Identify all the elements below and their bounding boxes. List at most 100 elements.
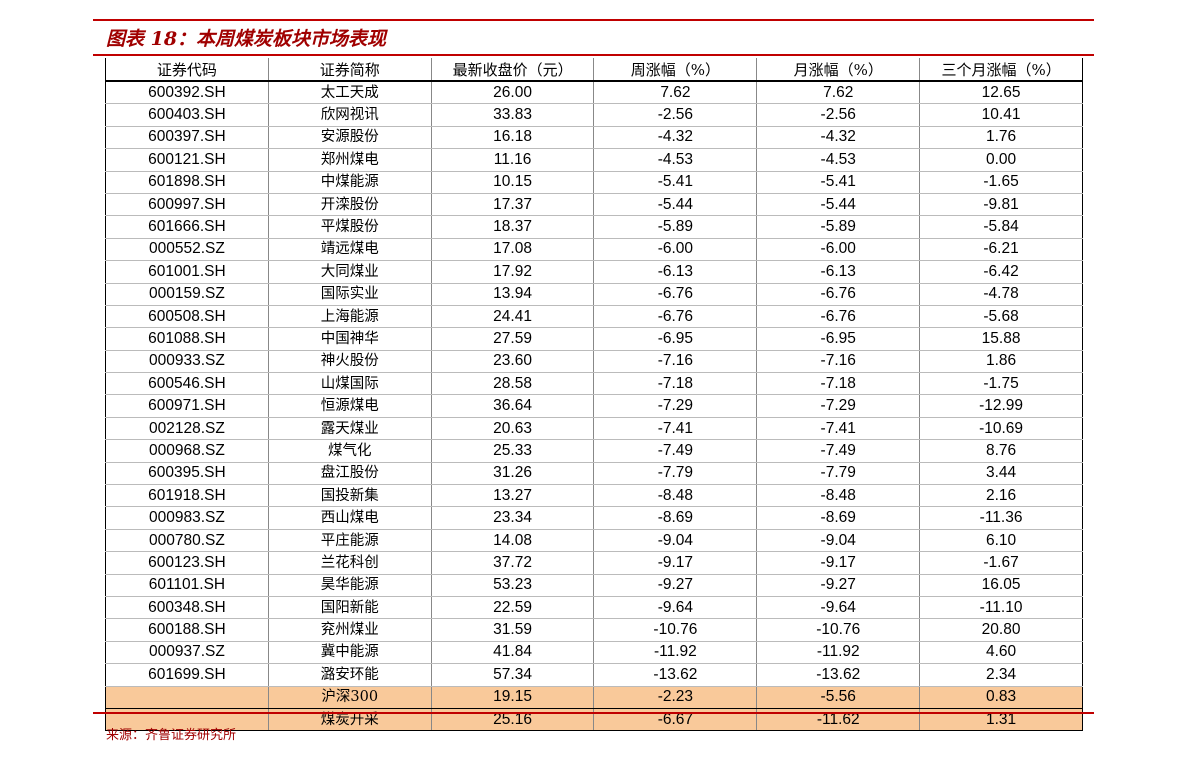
table-cell: 002128.SZ — [105, 417, 269, 441]
table-row: 000968.SZ 煤气化 25.33 -7.49 -7.49 8.76 — [105, 439, 1083, 463]
table-cell: -9.17 — [756, 551, 920, 575]
table-cell: -1.75 — [919, 372, 1083, 396]
table-cell: 1.76 — [919, 126, 1083, 150]
table-cell: -6.21 — [919, 238, 1083, 262]
table-row: 601001.SH 大同煤业 17.92 -6.13 -6.13 -6.42 — [105, 260, 1083, 284]
table-cell: -7.41 — [593, 417, 757, 441]
table-cell: 郑州煤电 — [267, 148, 432, 172]
table-cell: 600392.SH — [105, 81, 269, 105]
table-cell: 24.41 — [430, 305, 594, 329]
table-cell: -4.78 — [919, 283, 1083, 306]
table-cell: 潞安环能 — [267, 663, 432, 687]
table-cell: 16.18 — [430, 126, 594, 150]
table-cell: -13.62 — [593, 663, 757, 687]
table-cell: 14.08 — [430, 529, 594, 553]
table-cell: 23.34 — [430, 506, 594, 530]
table-cell: 27.59 — [430, 327, 594, 351]
table-cell: 2.16 — [919, 484, 1083, 508]
table-cell: -5.41 — [593, 171, 757, 194]
table-cell: -10.69 — [919, 417, 1083, 441]
table-row: 601918.SH 国投新集 13.27 -8.48 -8.48 2.16 — [105, 484, 1083, 508]
table-cell: -11.92 — [593, 641, 757, 665]
table-cell: -9.64 — [593, 596, 757, 620]
table-cell: 31.59 — [430, 618, 594, 642]
table-cell: 600121.SH — [105, 148, 269, 172]
table-cell: 000159.SZ — [105, 283, 269, 306]
table-cell: 600397.SH — [105, 126, 269, 150]
column-header: 最新收盘价（元） — [430, 58, 594, 82]
table-cell: 西山煤电 — [267, 506, 432, 530]
table-cell: -2.56 — [593, 103, 757, 127]
table-cell: -6.95 — [756, 327, 920, 351]
table-cell: 12.65 — [919, 81, 1083, 105]
table-cell: 18.37 — [430, 215, 594, 239]
top-rule — [93, 19, 1094, 21]
table-cell: -10.76 — [593, 618, 757, 642]
table-cell: -7.79 — [756, 462, 920, 486]
table-cell: 13.94 — [430, 283, 594, 306]
table-cell: 601666.SH — [105, 215, 269, 239]
table-cell: -6.76 — [756, 283, 920, 306]
table-row: 600395.SH 盘江股份 31.26 -7.79 -7.79 3.44 — [105, 462, 1083, 486]
table-row: 煤炭开采 25.16 -6.67 -11.62 1.31 — [105, 707, 1083, 732]
table-cell: 盘江股份 — [267, 462, 432, 486]
header-row: 证券代码 证券简称 最新收盘价（元） 周涨幅（%） 月涨幅（%） 三个月涨幅（%） — [105, 58, 1083, 82]
table-cell: 中国神华 — [267, 327, 432, 351]
table-cell: -7.29 — [593, 394, 757, 418]
table-cell: -9.04 — [593, 529, 757, 553]
table-cell: -9.27 — [593, 574, 757, 597]
table-cell: 23.60 — [430, 350, 594, 374]
table-row: 600546.SH 山煤国际 28.58 -7.18 -7.18 -1.75 — [105, 372, 1083, 396]
table-row: 601101.SH 昊华能源 53.23 -9.27 -9.27 16.05 — [105, 574, 1083, 597]
table-row: 600397.SH 安源股份 16.18 -4.32 -4.32 1.76 — [105, 126, 1083, 150]
table-cell: -6.76 — [593, 305, 757, 329]
table-cell: 国际实业 — [267, 283, 432, 306]
table-cell: 17.08 — [430, 238, 594, 262]
table-cell: -7.41 — [756, 417, 920, 441]
table-cell: -12.99 — [919, 394, 1083, 418]
table-cell: -6.76 — [756, 305, 920, 329]
table-cell: 601088.SH — [105, 327, 269, 351]
table-cell: 煤气化 — [267, 439, 432, 463]
table-cell: 平煤股份 — [267, 215, 432, 239]
table-cell: 上海能源 — [267, 305, 432, 329]
table-cell: 恒源煤电 — [267, 394, 432, 418]
table-cell: -6.13 — [756, 260, 920, 284]
table-cell: -5.84 — [919, 215, 1083, 239]
table-cell: 19.15 — [430, 685, 594, 709]
title: 图表 18：本周煤炭板块市场表现 — [106, 28, 387, 50]
table-row: 600188.SH 兖州煤业 31.59 -10.76 -10.76 20.80 — [105, 618, 1083, 642]
table-cell: 000780.SZ — [105, 529, 269, 553]
table-cell — [105, 707, 269, 732]
table-cell: 10.41 — [919, 103, 1083, 127]
table-cell: -1.67 — [919, 551, 1083, 575]
table-cell: 昊华能源 — [267, 574, 432, 597]
table-row: 000552.SZ 靖远煤电 17.08 -6.00 -6.00 -6.21 — [105, 238, 1083, 262]
table-row: 600348.SH 国阳新能 22.59 -9.64 -9.64 -11.10 — [105, 596, 1083, 620]
table-cell: 神火股份 — [267, 350, 432, 374]
table-cell: 25.33 — [430, 439, 594, 463]
table-cell: -7.18 — [593, 372, 757, 396]
table-cell: 000933.SZ — [105, 350, 269, 374]
table-cell: 0.83 — [919, 685, 1083, 709]
table-cell: -4.53 — [593, 148, 757, 172]
table-cell: -6.67 — [593, 707, 757, 732]
table-cell: 兖州煤业 — [267, 618, 432, 642]
table-cell: -6.00 — [756, 238, 920, 262]
table-cell: -4.32 — [593, 126, 757, 150]
table-cell: 煤炭开采 — [267, 707, 432, 732]
table-cell: 22.59 — [430, 596, 594, 620]
table-cell: 10.15 — [430, 171, 594, 194]
table-cell: 2.34 — [919, 663, 1083, 687]
table-cell: -13.62 — [756, 663, 920, 687]
table-row: 600403.SH 欣网视讯 33.83 -2.56 -2.56 10.41 — [105, 103, 1083, 127]
table-row: 000933.SZ 神火股份 23.60 -7.16 -7.16 1.86 — [105, 350, 1083, 374]
table-cell: -8.69 — [593, 506, 757, 530]
table-cell: -5.68 — [919, 305, 1083, 329]
table-cell: 000983.SZ — [105, 506, 269, 530]
table-cell: 600395.SH — [105, 462, 269, 486]
table-cell: -9.04 — [756, 529, 920, 553]
column-header: 证券简称 — [267, 58, 432, 82]
table-cell: -6.42 — [919, 260, 1083, 284]
table-cell: 7.62 — [593, 81, 757, 105]
